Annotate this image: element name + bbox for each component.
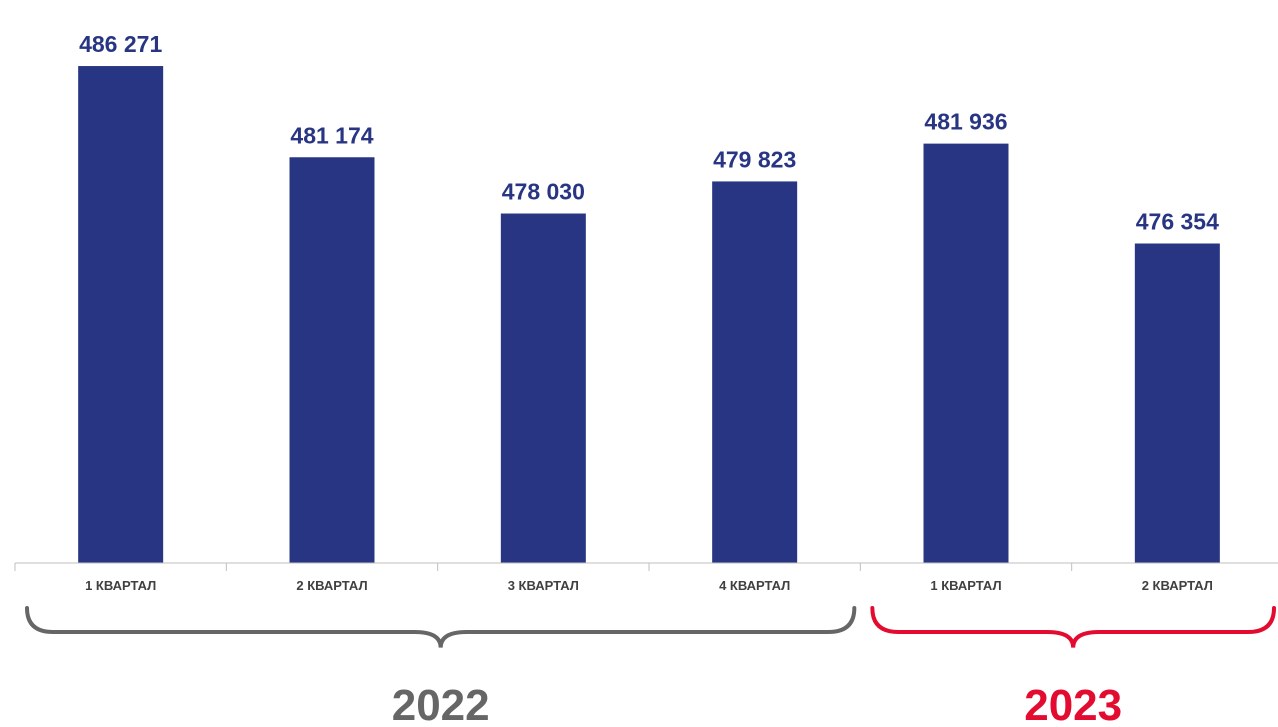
x-tick-label: 4 КВАРТАЛ (719, 578, 790, 593)
bar-value-label: 486 271 (79, 31, 162, 57)
x-tick-label: 3 КВАРТАЛ (508, 578, 579, 593)
value-labels-layer: 486 271 481 174 478 030 479 823 481 936 476 3… (79, 31, 1219, 234)
bar-value-label: 481 174 (290, 122, 373, 148)
year-group-brace (870, 606, 1276, 648)
bar (289, 157, 375, 563)
bar-value-label: 478 030 (502, 179, 585, 205)
bar (500, 213, 586, 563)
year-groups-layer: 2022 2023 (25, 606, 1276, 727)
bar-value-label: 479 823 (713, 146, 796, 172)
bar-value-label: 476 354 (1136, 209, 1219, 235)
year-group-label: 2022 (392, 681, 490, 727)
x-tick-label: 1 КВАРТАЛ (930, 578, 1001, 593)
bars-layer (78, 66, 1220, 564)
x-tick-label: 2 КВАРТАЛ (296, 578, 367, 593)
bar (923, 143, 1009, 563)
year-group-brace (25, 606, 857, 648)
bar (712, 181, 798, 563)
bar-value-label: 481 936 (924, 109, 1007, 135)
x-tick-label: 2 КВАРТАЛ (1142, 578, 1213, 593)
bar (1134, 243, 1220, 563)
year-group-label: 2023 (1024, 681, 1122, 727)
tick-labels-layer: 1 КВАРТАЛ 2 КВАРТАЛ 3 КВАРТАЛ 4 КВАРТАЛ 1 КВ… (85, 578, 1213, 593)
bar (78, 66, 164, 564)
x-axis (14, 562, 1278, 571)
x-tick-label: 1 КВАРТАЛ (85, 578, 156, 593)
